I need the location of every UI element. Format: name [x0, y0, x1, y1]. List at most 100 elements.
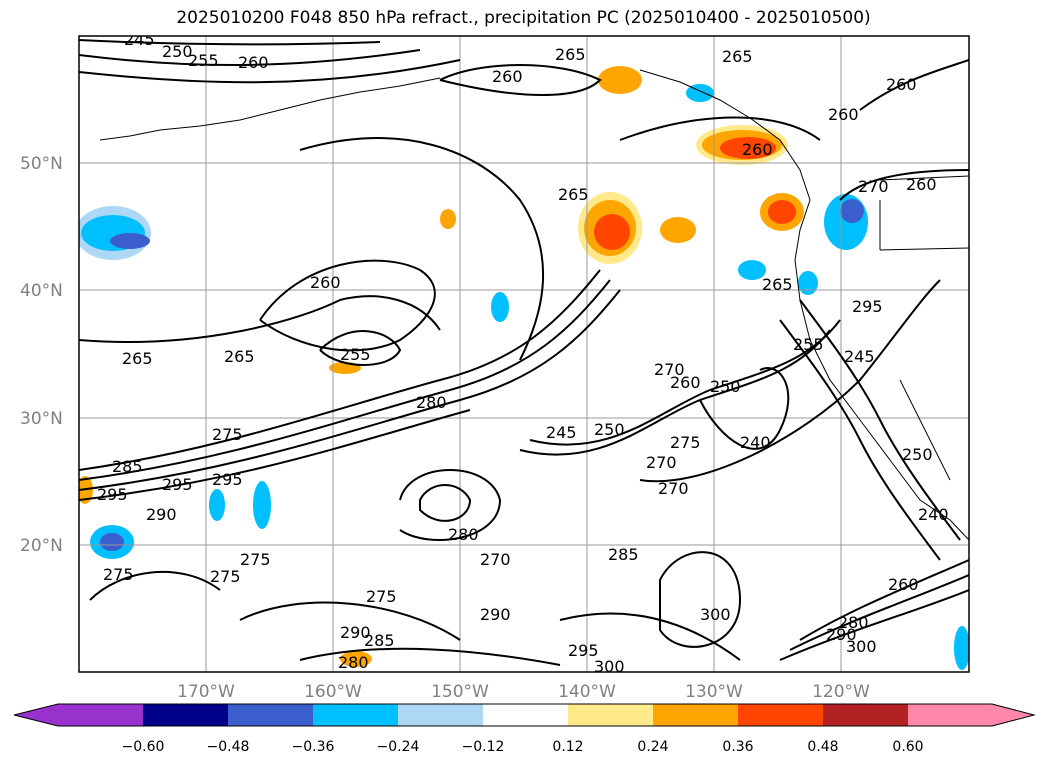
- colorbar-tick-label: 0.48: [807, 739, 838, 755]
- contour-label: 255: [793, 335, 824, 354]
- colorbar-segment: [58, 704, 143, 726]
- contour-label: 295: [568, 641, 599, 660]
- contour-label: 245: [844, 347, 875, 366]
- colorbar-segment: [398, 704, 483, 726]
- contour-label: 295: [212, 470, 243, 489]
- contour-label: 260: [492, 67, 523, 86]
- contour-label: 285: [364, 631, 395, 650]
- contour-label: 260: [742, 140, 773, 159]
- contour-label: 290: [146, 505, 177, 524]
- colorbar-tick-label: −0.48: [207, 739, 250, 755]
- contour-label: 265: [122, 349, 153, 368]
- colorbar-segment: [653, 704, 738, 726]
- colorbar-segment: [738, 704, 823, 726]
- contour-label: 280: [416, 393, 447, 412]
- refractivity-contours: [79, 39, 969, 666]
- contour-label: 290: [826, 625, 857, 644]
- colorbar: −0.60 −0.48 −0.36 −0.24 −0.12 0.12 0.24 …: [13, 703, 1036, 755]
- precip-blob: [954, 626, 969, 670]
- contour-label: 265: [224, 347, 255, 366]
- precip-blob: [491, 292, 509, 322]
- contour-label: 260: [310, 273, 341, 292]
- latlon-grid: [79, 36, 969, 672]
- contour-label: 285: [112, 457, 143, 476]
- map-frame: [78, 35, 970, 673]
- contour-label: 270: [654, 360, 685, 379]
- colorbar-tick-label: 0.12: [552, 739, 583, 755]
- contour-label: 250: [594, 420, 625, 439]
- colorbar-segment: [823, 704, 908, 726]
- colorbar-tick-label: −0.12: [462, 739, 505, 755]
- colorbar-tick-label: 0.60: [892, 739, 923, 755]
- contour-label: 280: [338, 653, 369, 672]
- precip-blob: [209, 489, 225, 521]
- precip-blob: [253, 481, 271, 529]
- contour-label: 260: [888, 575, 919, 594]
- precip-blob: [660, 217, 696, 243]
- colorbar-segment: [313, 704, 398, 726]
- lat-label: 40°N: [20, 281, 63, 301]
- lon-label: 150°W: [431, 682, 489, 702]
- contour-label: 265: [762, 275, 793, 294]
- contour-label: 245: [124, 30, 155, 49]
- contour-label: 275: [240, 550, 271, 569]
- latitude-labels: 50°N 40°N 30°N 20°N: [20, 154, 63, 556]
- precip-blob: [686, 84, 714, 102]
- contour-label: 240: [918, 505, 949, 524]
- contour-label: 260: [886, 75, 917, 94]
- contour-label: 290: [340, 623, 371, 642]
- contour-label: 260: [906, 175, 937, 194]
- contour-label: 250: [710, 377, 741, 396]
- lon-label: 120°W: [812, 682, 870, 702]
- colorbar-tick-label: −0.36: [292, 739, 335, 755]
- contour-label: 295: [97, 485, 128, 504]
- lon-label: 160°W: [304, 682, 362, 702]
- contour-label: 275: [210, 567, 241, 586]
- contour-label: 255: [340, 345, 371, 364]
- lat-label: 20°N: [20, 536, 63, 556]
- contour-label: 295: [162, 475, 193, 494]
- contour-label: 275: [366, 587, 397, 606]
- contour-label: 295: [852, 297, 883, 316]
- lon-label: 140°W: [558, 682, 616, 702]
- contour-label: 300: [594, 657, 625, 676]
- contour-label: 275: [103, 565, 134, 584]
- precip-blob: [594, 214, 630, 250]
- precip-blob: [798, 271, 818, 295]
- lat-label: 30°N: [20, 409, 63, 429]
- colorbar-extend-right: [992, 704, 1034, 726]
- colorbar-outline: [13, 703, 1036, 727]
- contour-label: 245: [546, 423, 577, 442]
- contour-label: 280: [838, 613, 869, 632]
- precip-blob: [598, 66, 642, 94]
- contour-label: 300: [700, 605, 731, 624]
- precip-blob: [768, 200, 796, 224]
- colorbar-tick-label: 0.36: [722, 739, 753, 755]
- contour-label: 270: [480, 550, 511, 569]
- contour-label: 240: [740, 433, 771, 452]
- precip-blob: [840, 199, 864, 223]
- precip-blob: [110, 233, 150, 249]
- colorbar-extend-left: [14, 704, 58, 726]
- contour-label: 270: [858, 177, 889, 196]
- precip-shading: [79, 66, 969, 670]
- precip-blob: [340, 651, 372, 667]
- contour-label: 270: [658, 479, 689, 498]
- contour-label: 260: [670, 373, 701, 392]
- lat-label: 50°N: [20, 154, 63, 174]
- colorbar-segment: [568, 704, 653, 726]
- colorbar-segment: [908, 704, 992, 726]
- contour-label: 290: [480, 605, 511, 624]
- contour-label: 300: [846, 637, 877, 656]
- longitude-labels: 170°W 160°W 150°W 140°W 130°W 120°W: [177, 682, 870, 702]
- contour-label: 275: [670, 433, 701, 452]
- colorbar-segment: [143, 704, 228, 726]
- colorbar-tick-label: −0.24: [377, 739, 420, 755]
- lon-label: 170°W: [177, 682, 235, 702]
- contour-label: 275: [212, 425, 243, 444]
- contour-label: 265: [555, 45, 586, 64]
- contour-label: 265: [722, 47, 753, 66]
- contour-label: 270: [646, 453, 677, 472]
- lon-label: 130°W: [685, 682, 743, 702]
